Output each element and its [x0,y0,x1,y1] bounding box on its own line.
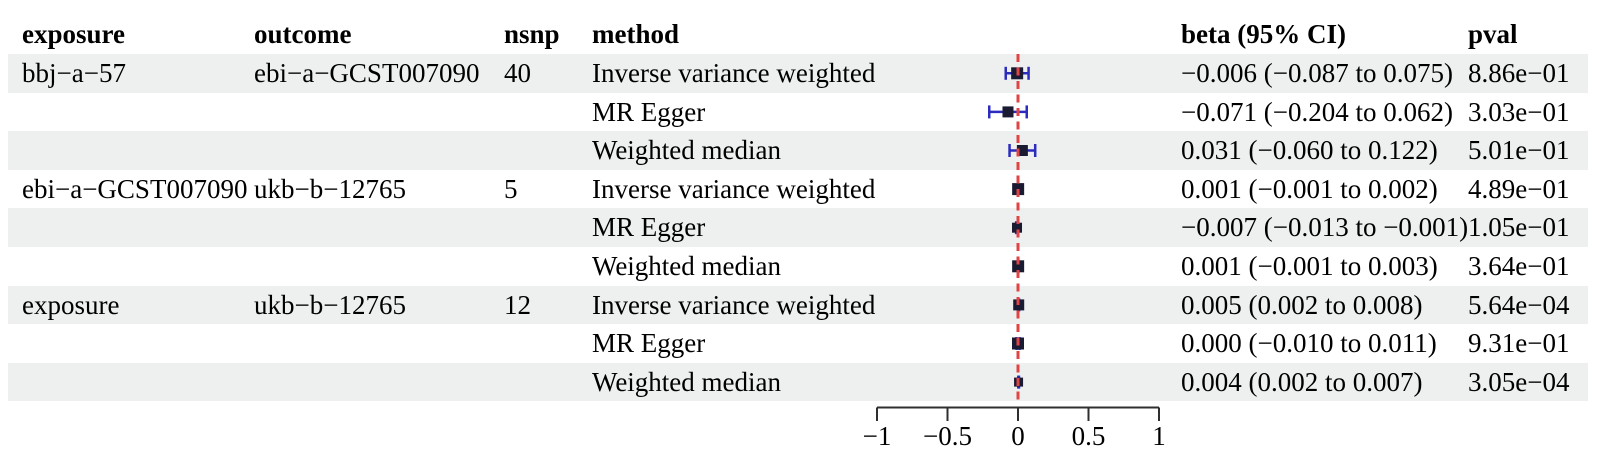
column-header-exposure: exposure [22,19,126,49]
table-row: MR Egger −0.007 (−0.013 to −0.001) 1.05e… [0,208,1600,247]
cell-method: MR Egger [592,328,706,359]
cell-beta-ci: 0.000 (−0.010 to 0.011) [1181,328,1437,359]
cell-beta-ci: 0.005 (0.002 to 0.008) [1181,289,1423,320]
cell-pval: 4.89e−01 [1468,173,1570,204]
axis-tick-label: 0 [1011,421,1025,451]
cell-method: Inverse variance weighted [592,58,876,88]
cell-exposure: bbj−a−57 [22,58,126,88]
cell-pval: 5.01e−01 [1468,135,1570,166]
cell-beta-ci: −0.006 (−0.087 to 0.075) [1181,58,1453,88]
cell-nsnp: 12 [504,289,531,320]
table-row: Weighted median 0.001 (−0.001 to 0.003) … [0,247,1600,286]
cell-outcome: ebi−a−GCST007090 [254,58,480,88]
cell-nsnp: 5 [504,173,518,204]
cell-outcome: ukb−b−12765 [254,289,406,320]
cell-beta-ci: −0.071 (−0.204 to 0.062) [1181,96,1453,127]
cell-method: Inverse variance weighted [592,173,876,204]
cell-method: Weighted median [592,366,782,397]
cell-exposure: ebi−a−GCST007090 [22,173,248,204]
cell-exposure: exposure [22,289,120,320]
cell-pval: 3.05e−04 [1468,366,1570,397]
axis-tick-label: 1 [1152,421,1166,451]
row-stripe [8,208,1588,247]
cell-pval: 3.64e−01 [1468,251,1570,281]
cell-beta-ci: 0.001 (−0.001 to 0.003) [1181,251,1438,281]
axis-tick-label: 0.5 [1071,421,1106,451]
column-header-beta-ci: beta (95% CI) [1181,19,1346,49]
cell-pval: 5.64e−04 [1468,289,1570,320]
cell-outcome: ukb−b−12765 [254,173,406,204]
table-row: Weighted median 0.031 (−0.060 to 0.122) … [0,131,1600,170]
row-stripe [8,362,1588,402]
table-row: MR Egger 0.000 (−0.010 to 0.011) 9.31e−0… [0,324,1600,363]
row-stripe [8,285,1588,325]
cell-beta-ci: 0.004 (0.002 to 0.007) [1181,366,1423,397]
cell-pval: 9.31e−01 [1468,328,1570,359]
cell-method: MR Egger [592,212,706,243]
cell-nsnp: 40 [504,58,531,88]
cell-beta-ci: −0.007 (−0.013 to −0.001) [1181,212,1469,243]
table-row: Weighted median 0.004 (0.002 to 0.007) 3… [0,362,1600,402]
cell-method: Weighted median [592,135,782,166]
row-stripe [8,54,1588,93]
cell-beta-ci: 0.031 (−0.060 to 0.122) [1181,135,1438,166]
table-row: ebi−a−GCST007090 ukb−b−12765 5 Inverse v… [0,170,1600,209]
column-header-nsnp: nsnp [504,19,560,49]
column-header-outcome: outcome [254,19,352,49]
column-header-method: method [592,19,679,49]
cell-method: Inverse variance weighted [592,289,876,320]
cell-method: Weighted median [592,251,782,281]
table-row: exposure ukb−b−12765 12 Inverse variance… [0,285,1600,325]
row-stripe [8,131,1588,170]
cell-method: MR Egger [592,96,706,127]
table-row: MR Egger −0.071 (−0.204 to 0.062) 3.03e−… [0,93,1600,132]
column-header-pval: pval [1468,19,1518,49]
cell-pval: 1.05e−01 [1468,212,1570,243]
axis-tick-label: −0.5 [923,421,972,451]
cell-pval: 8.86e−01 [1468,58,1570,88]
cell-beta-ci: 0.001 (−0.001 to 0.002) [1181,173,1438,204]
cell-pval: 3.03e−01 [1468,96,1570,127]
table-row: bbj−a−57 ebi−a−GCST007090 40 Inverse var… [0,54,1600,93]
axis-tick-label: −1 [862,421,892,451]
